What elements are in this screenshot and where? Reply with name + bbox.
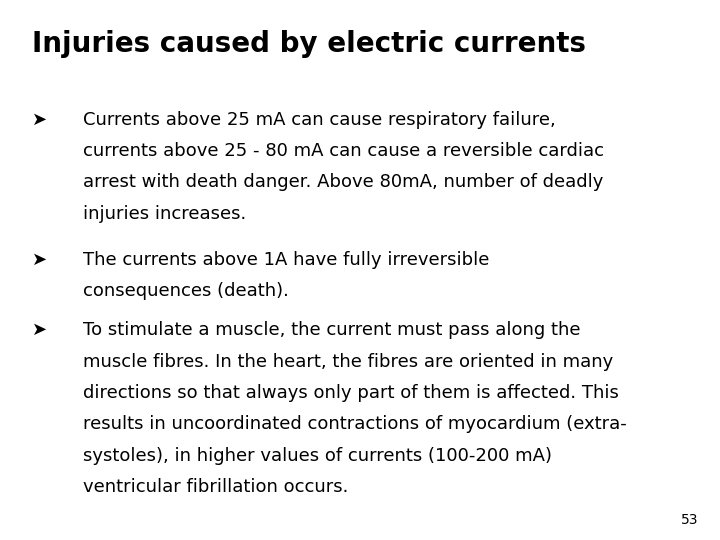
Text: Injuries caused by electric currents: Injuries caused by electric currents [32, 30, 586, 58]
Text: arrest with death danger. Above 80mA, number of deadly: arrest with death danger. Above 80mA, nu… [83, 173, 603, 191]
Text: consequences (death).: consequences (death). [83, 282, 289, 300]
Text: To stimulate a muscle, the current must pass along the: To stimulate a muscle, the current must … [83, 321, 580, 339]
Text: ➤: ➤ [32, 111, 48, 129]
Text: systoles), in higher values of currents (100-200 mA): systoles), in higher values of currents … [83, 447, 552, 464]
Text: muscle fibres. In the heart, the fibres are oriented in many: muscle fibres. In the heart, the fibres … [83, 353, 613, 370]
Text: ➤: ➤ [32, 321, 48, 339]
Text: injuries increases.: injuries increases. [83, 205, 246, 222]
Text: directions so that always only part of them is affected. This: directions so that always only part of t… [83, 384, 618, 402]
Text: ventricular fibrillation occurs.: ventricular fibrillation occurs. [83, 478, 348, 496]
Text: ➤: ➤ [32, 251, 48, 269]
Text: 53: 53 [681, 512, 698, 526]
Text: The currents above 1A have fully irreversible: The currents above 1A have fully irrever… [83, 251, 489, 269]
Text: Currents above 25 mA can cause respiratory failure,: Currents above 25 mA can cause respirato… [83, 111, 556, 129]
Text: currents above 25 - 80 mA can cause a reversible cardiac: currents above 25 - 80 mA can cause a re… [83, 142, 604, 160]
Text: results in uncoordinated contractions of myocardium (extra-: results in uncoordinated contractions of… [83, 415, 626, 433]
